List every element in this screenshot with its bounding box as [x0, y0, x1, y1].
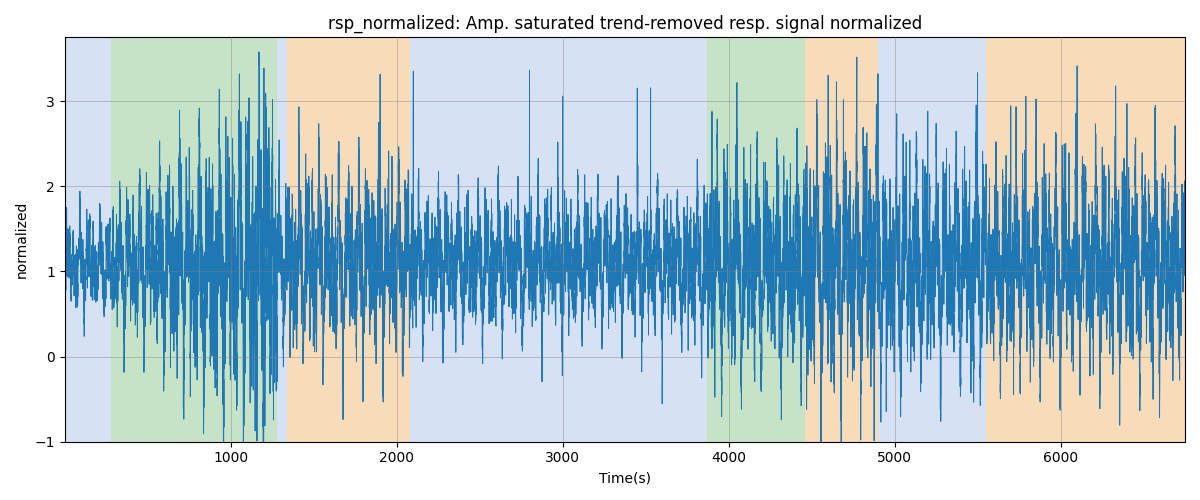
Bar: [816, 38, 878, 442]
Bar: [287, 38, 410, 442]
Bar: [410, 38, 688, 442]
Y-axis label: normalized: normalized: [16, 201, 29, 278]
Bar: [805, 38, 816, 442]
Bar: [277, 38, 287, 442]
Bar: [688, 38, 701, 442]
Bar: [65, 38, 112, 442]
Bar: [878, 38, 986, 442]
X-axis label: Time(s): Time(s): [599, 471, 650, 485]
Bar: [707, 38, 805, 442]
Bar: [701, 38, 707, 442]
Bar: [986, 38, 1186, 442]
Title: rsp_normalized: Amp. saturated trend-removed resp. signal normalized: rsp_normalized: Amp. saturated trend-rem…: [328, 15, 922, 34]
Bar: [112, 38, 277, 442]
